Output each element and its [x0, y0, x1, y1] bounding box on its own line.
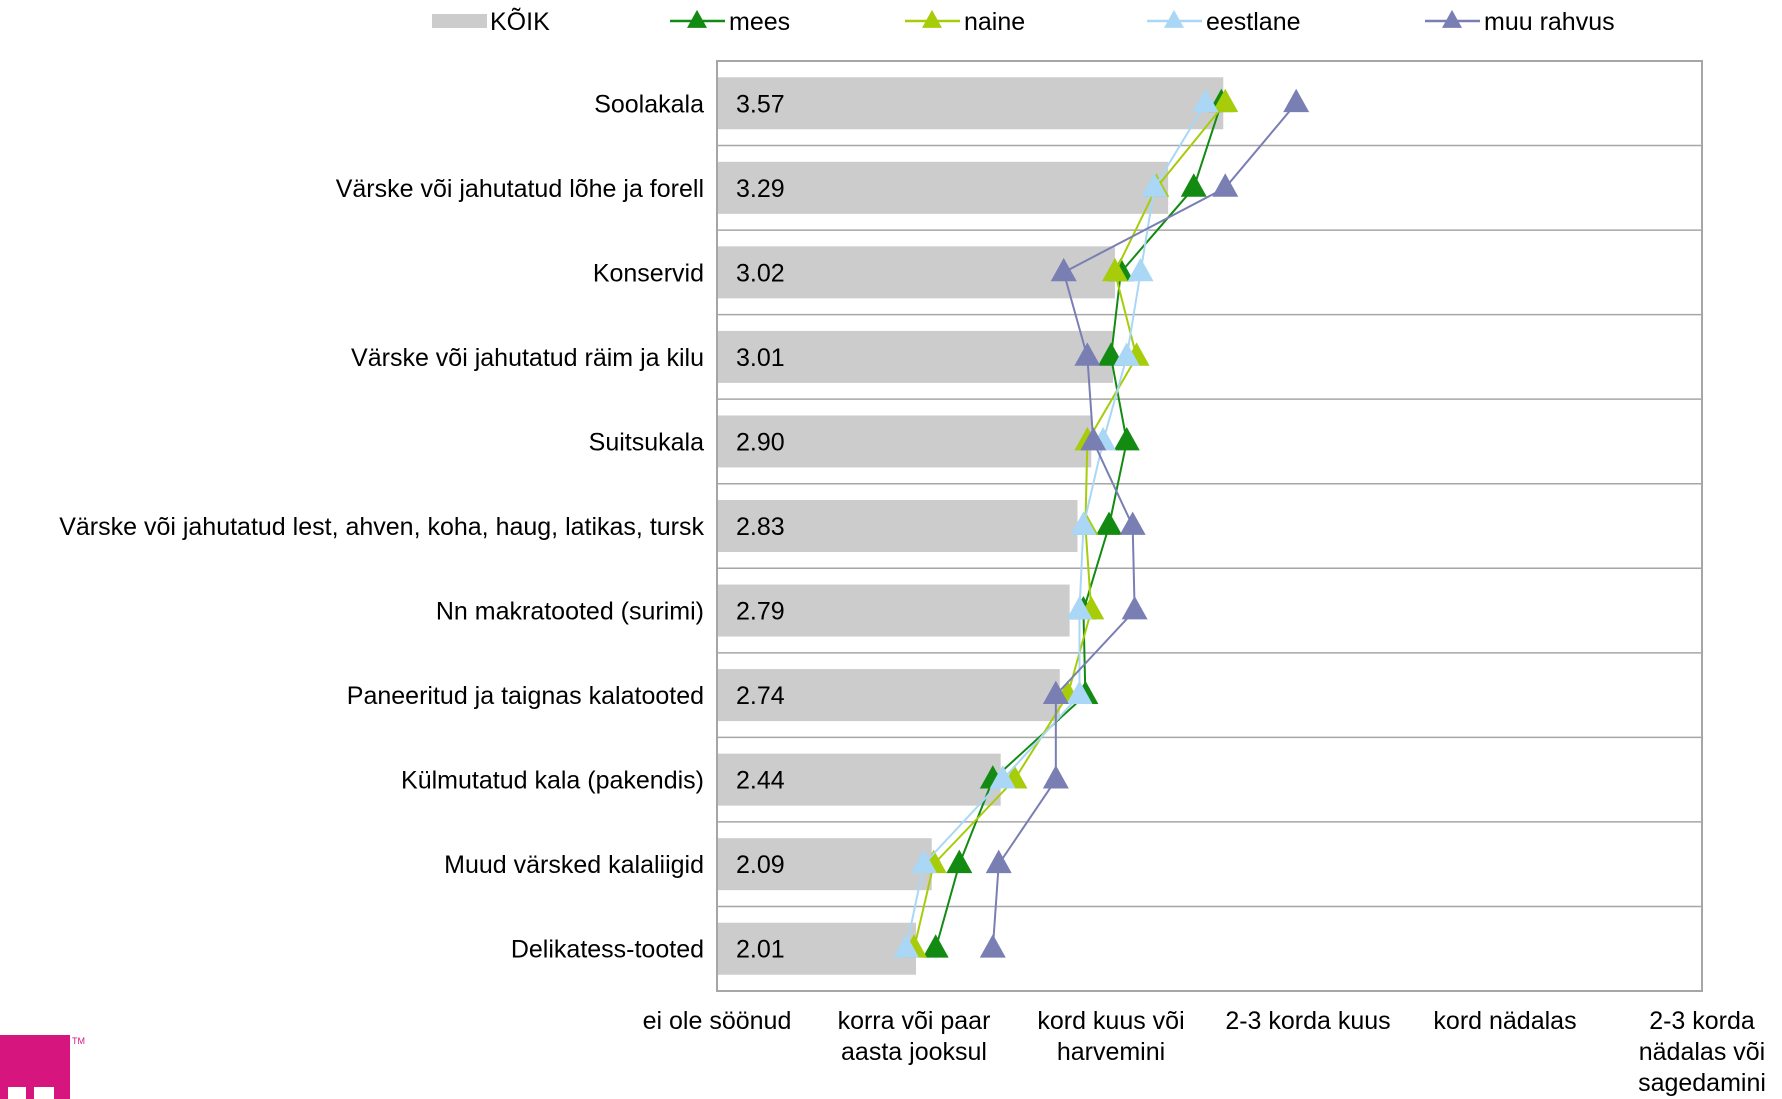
bar-value-label: 2.83 [736, 513, 785, 541]
bar-value-label: 3.02 [736, 259, 785, 287]
bar-koik [717, 500, 1078, 552]
point-eestlane [910, 849, 937, 874]
category-label: Delikatess-tooted [511, 936, 704, 964]
bar-koik [717, 753, 1001, 806]
plot-area: 3.57 3.29 3.02 3.01 2.90 2.83 2.79 2.74 2.44 2.09… [716, 60, 1703, 992]
legend-label: muu rahvus [1484, 8, 1615, 36]
point-eestlane [893, 934, 920, 958]
point-muu_rahvus [1119, 511, 1146, 535]
bar-value-label: 3.01 [736, 344, 785, 372]
category-label: Konservid [593, 259, 704, 287]
point-muu_rahvus [1080, 426, 1107, 451]
point-mees [922, 934, 949, 958]
category-label: Muud värsked kalaliigid [444, 851, 704, 879]
point-naine [1212, 88, 1239, 113]
point-eestlane [1070, 511, 1097, 535]
point-muu_rahvus [1283, 88, 1310, 113]
bar-value-label: 2.44 [736, 767, 785, 795]
point-mees [1096, 511, 1123, 535]
bar-koik [717, 77, 1224, 130]
bar-value-label: 2.01 [736, 936, 785, 964]
point-muu_rahvus [1212, 173, 1239, 197]
legend-marker-eestlane [1164, 9, 1184, 28]
category-label: Värske või jahutatud lest, ahven, koha, … [59, 513, 704, 541]
bar-koik [717, 584, 1070, 637]
legend-label: KÕIK [490, 7, 550, 36]
category-label: Paneeritud ja taignas kalatooted [347, 682, 704, 710]
category-label: Värske või jahutatud räim ja kilu [351, 344, 704, 372]
legend-marker-mees [687, 9, 707, 28]
legend-label: eestlane [1206, 8, 1301, 36]
chart-legend: KÕIK mees naine eestlane muu rahvus [432, 7, 1615, 36]
point-eestlane [1127, 257, 1154, 282]
point-muu_rahvus [1042, 680, 1069, 704]
category-label: Nn makratooted (surimi) [436, 598, 704, 626]
point-muu_rahvus [1042, 765, 1069, 789]
category-label: Värske või jahutatud lõhe ja forell [336, 175, 704, 203]
bar-value-label: 3.29 [736, 175, 785, 203]
x-tick-label: korra või paar aasta jooksul [838, 1007, 991, 1066]
point-eestlane [989, 765, 1016, 789]
bar-koik [717, 246, 1115, 299]
legend-label: naine [964, 8, 1025, 36]
x-tick-label: ei ole söönud [643, 1007, 792, 1035]
legend-swatch-koik [432, 14, 487, 28]
x-tick-label: kord kuus või harvemini [1037, 1007, 1184, 1066]
legend-label: mees [729, 8, 790, 36]
plot-frame [716, 60, 1703, 992]
logo-mark-icon [8, 1087, 54, 1099]
bar-koik [717, 330, 1113, 383]
bar-value-label: 2.79 [736, 598, 785, 626]
point-eestlane [1066, 680, 1093, 704]
category-label: Soolakala [594, 90, 704, 118]
legend-marker-naine [922, 9, 942, 28]
legend-marker-muu_rahvus [1442, 9, 1462, 28]
point-eestlane [1141, 173, 1168, 197]
trademark-mark: TM [72, 1036, 85, 1046]
bar-value-label: 2.74 [736, 682, 785, 710]
x-tick-labels: ei ole söönud korra või paar aasta jooksul… [643, 1007, 1766, 1097]
point-mees [1180, 173, 1207, 197]
bar-koik [717, 669, 1060, 722]
bar-koik [717, 415, 1092, 468]
category-labels: Soolakala Värske või jahutatud lõhe ja fo… [59, 90, 704, 963]
point-eestlane [1113, 342, 1140, 366]
point-mees [946, 849, 973, 874]
category-label: Suitsukala [589, 428, 704, 456]
bar-value-label: 3.57 [736, 90, 785, 118]
x-tick-label: 2-3 korda kuus [1225, 1007, 1390, 1035]
point-muu_rahvus [979, 934, 1006, 958]
point-eestlane [1066, 596, 1093, 620]
point-muu_rahvus [1074, 342, 1101, 366]
point-muu_rahvus [985, 849, 1012, 874]
bar-koik [717, 922, 916, 975]
x-tick-label: kord nädalas [1433, 1007, 1576, 1035]
category-label: Külmutatud kala (pakendis) [401, 767, 704, 795]
x-tick-label: 2-3 korda nädalas või sagedamini [1638, 1007, 1766, 1097]
bar-value-label: 2.90 [736, 428, 785, 456]
point-mees [1113, 426, 1140, 451]
point-eestlane [1192, 88, 1219, 113]
brand-logo [0, 1035, 70, 1099]
bar-value-label: 2.09 [736, 851, 785, 879]
point-naine [1101, 257, 1128, 282]
bar-koik [717, 161, 1169, 214]
point-muu_rahvus [1121, 596, 1148, 620]
point-muu_rahvus [1050, 257, 1077, 282]
bar-koik [717, 838, 932, 891]
